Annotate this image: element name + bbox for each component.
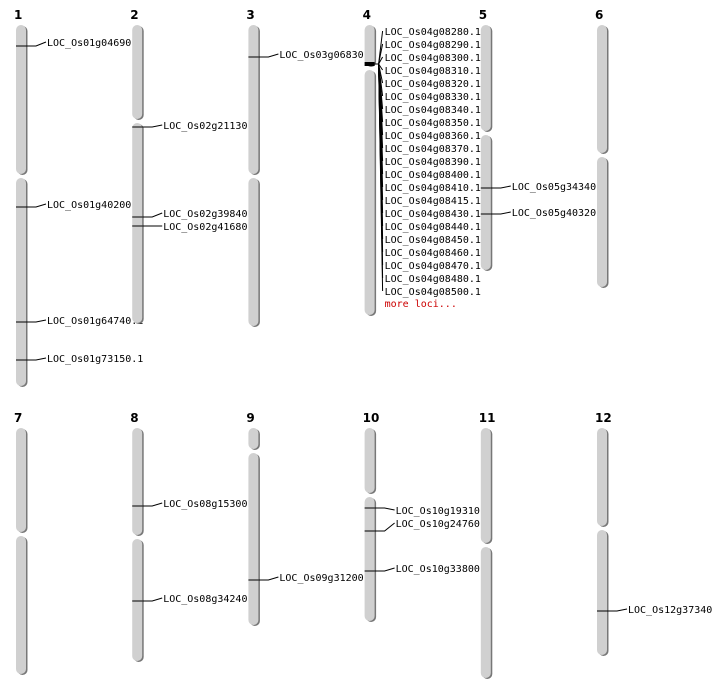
chromosome-short-arm[interactable] xyxy=(364,428,375,493)
locus-label[interactable]: LOC_Os01g04690.1 xyxy=(47,38,143,49)
locus-label[interactable]: LOC_Os08g34240.1 xyxy=(163,594,259,605)
chromosome-number: 2 xyxy=(130,8,138,22)
locus-leader-line xyxy=(26,203,47,208)
chromosome-long-arm[interactable] xyxy=(16,536,26,674)
locus-leader-line xyxy=(374,63,384,292)
locus-label[interactable]: LOC_Os04g08320.1 xyxy=(385,79,481,90)
locus-cluster-marker xyxy=(364,62,375,66)
locus-label[interactable]: LOC_Os03g06830.1 xyxy=(279,50,375,61)
chromosome-long-arm[interactable] xyxy=(16,178,26,386)
locus-label[interactable]: LOC_Os02g39840.1 xyxy=(163,209,259,220)
locus-label[interactable]: LOC_Os04g08450.1 xyxy=(385,235,481,246)
chromosome-long-arm[interactable] xyxy=(364,70,375,315)
locus-label[interactable]: LOC_Os04g08350.1 xyxy=(385,118,481,129)
locus-label[interactable]: LOC_Os04g08470.1 xyxy=(385,261,481,272)
chromosome-long-arm[interactable] xyxy=(597,530,607,655)
chromosome-long-arm[interactable] xyxy=(132,539,143,661)
locus-leader-line xyxy=(490,211,511,215)
chromosome-number: 7 xyxy=(14,411,22,425)
chromosome-long-arm[interactable] xyxy=(480,135,491,270)
locus-label[interactable]: LOC_Os04g08280.1 xyxy=(385,27,481,38)
locus-label[interactable]: LOC_Os04g08480.1 xyxy=(385,274,481,285)
locus-label[interactable]: LOC_Os02g21130.1 xyxy=(163,121,259,132)
locus-label[interactable]: LOC_Os01g73150.1 xyxy=(47,354,143,365)
chromosome-short-arm[interactable] xyxy=(132,428,143,535)
locus-label[interactable]: LOC_Os04g08310.1 xyxy=(385,66,481,77)
chromosome-long-arm[interactable] xyxy=(597,157,607,287)
locus-label[interactable]: LOC_Os10g33800.1 xyxy=(396,564,492,575)
locus-label[interactable]: LOC_Os04g08340.1 xyxy=(385,105,481,116)
locus-leader-line xyxy=(258,53,279,58)
chromosome-short-arm[interactable] xyxy=(480,25,491,131)
locus-label[interactable]: LOC_Os04g08390.1 xyxy=(385,157,481,168)
locus-label[interactable]: LOC_Os05g34340.1 xyxy=(512,182,608,193)
locus-leader-line xyxy=(607,608,628,612)
chromosome-short-arm[interactable] xyxy=(597,428,607,526)
locus-label[interactable]: LOC_Os01g40200.1 xyxy=(47,200,143,211)
locus-leader-line xyxy=(26,319,47,323)
chromosome-number: 3 xyxy=(246,8,254,22)
locus-leader-line xyxy=(26,357,47,361)
chromosome-short-arm[interactable] xyxy=(16,25,26,174)
locus-leader-line xyxy=(374,507,395,511)
chromosome-short-arm[interactable] xyxy=(480,428,491,543)
locus-leader-line xyxy=(490,185,511,189)
chromosome-long-arm[interactable] xyxy=(364,497,375,621)
locus-label[interactable]: LOC_Os10g24760.1 xyxy=(396,519,492,530)
more-loci-link[interactable]: more loci... xyxy=(385,299,457,310)
chromosome-short-arm[interactable] xyxy=(132,25,143,119)
chromosome-short-arm[interactable] xyxy=(597,25,607,153)
locus-leader-line xyxy=(142,124,163,128)
locus-leader-line xyxy=(142,212,163,218)
locus-leader-line xyxy=(374,522,395,532)
locus-label[interactable]: LOC_Os05g40320.1 xyxy=(512,208,608,219)
chromosome-number: 8 xyxy=(130,411,138,425)
locus-leader-line xyxy=(142,597,163,602)
chromosome-long-arm[interactable] xyxy=(248,178,259,326)
chromosome-number: 5 xyxy=(479,8,487,22)
locus-label[interactable]: LOC_Os04g08440.1 xyxy=(385,222,481,233)
locus-label[interactable]: LOC_Os02g41680.1 xyxy=(163,222,259,233)
locus-label[interactable]: LOC_Os04g08415.1 xyxy=(385,196,481,207)
locus-leader-line xyxy=(258,576,279,581)
locus-leader-line xyxy=(374,567,395,572)
locus-leader-line xyxy=(142,502,163,507)
locus-label[interactable]: LOC_Os08g15300.1 xyxy=(163,499,259,510)
chromosome-number: 9 xyxy=(246,411,254,425)
chromosome-long-arm[interactable] xyxy=(480,547,491,678)
locus-label[interactable]: LOC_Os10g19310.1 xyxy=(396,506,492,517)
chromosome-short-arm[interactable] xyxy=(248,25,259,174)
locus-label[interactable]: LOC_Os12g37340.1 xyxy=(628,605,712,616)
locus-label[interactable]: LOC_Os04g08410.1 xyxy=(385,183,481,194)
chromosome-number: 10 xyxy=(363,411,380,425)
chromosome-long-arm[interactable] xyxy=(132,123,143,323)
locus-label[interactable]: LOC_Os09g31200.1 xyxy=(279,573,375,584)
chromosome-number: 6 xyxy=(595,8,603,22)
chromosome-short-arm[interactable] xyxy=(248,428,259,449)
locus-label[interactable]: LOC_Os04g08300.1 xyxy=(385,53,481,64)
locus-label[interactable]: LOC_Os04g08400.1 xyxy=(385,170,481,181)
locus-leader-line xyxy=(26,41,47,47)
locus-label[interactable]: LOC_Os04g08430.1 xyxy=(385,209,481,220)
chromosome-short-arm[interactable] xyxy=(364,25,375,66)
chromosome-number: 11 xyxy=(479,411,496,425)
locus-label[interactable]: LOC_Os04g08370.1 xyxy=(385,144,481,155)
chromosome-long-arm[interactable] xyxy=(248,453,259,625)
locus-label[interactable]: LOC_Os04g08290.1 xyxy=(385,40,481,51)
chromosome-number: 1 xyxy=(14,8,22,22)
locus-label[interactable]: LOC_Os01g64740.1 xyxy=(47,316,143,327)
locus-label[interactable]: LOC_Os04g08360.1 xyxy=(385,131,481,142)
locus-label[interactable]: LOC_Os04g08460.1 xyxy=(385,248,481,259)
chromosome-number: 12 xyxy=(595,411,612,425)
locus-label[interactable]: LOC_Os04g08330.1 xyxy=(385,92,481,103)
chromosome-number: 4 xyxy=(363,8,371,22)
locus-label[interactable]: LOC_Os04g08500.1 xyxy=(385,287,481,298)
chromosome-short-arm[interactable] xyxy=(16,428,26,532)
